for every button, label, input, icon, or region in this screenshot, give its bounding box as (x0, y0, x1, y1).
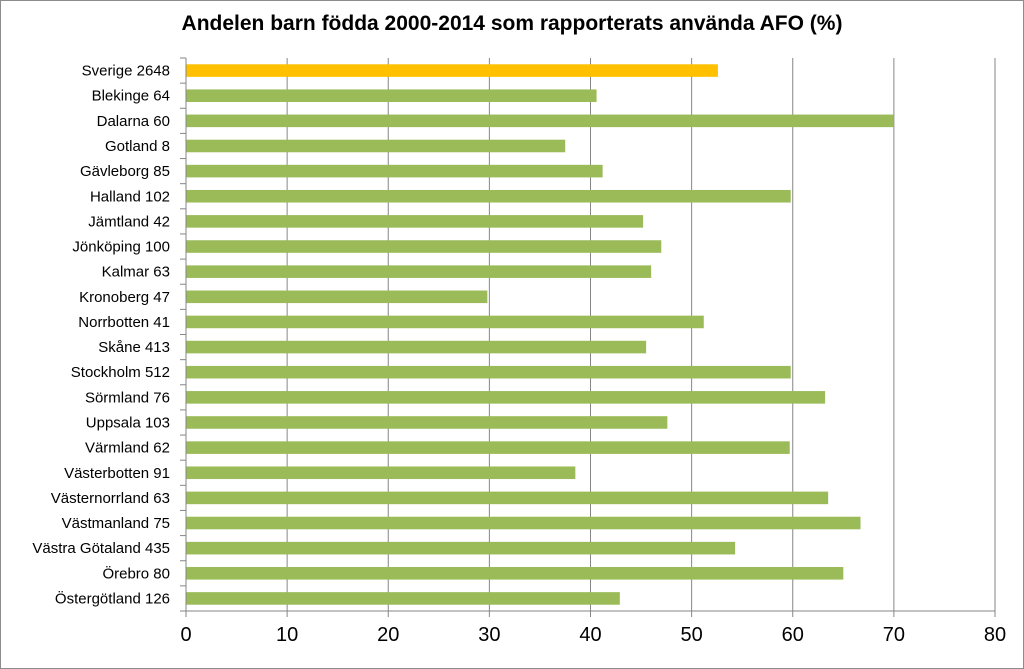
category-label: Kalmar 63 (102, 264, 170, 281)
category-label: Värmland 62 (85, 440, 170, 457)
category-label: Uppsala 103 (86, 414, 170, 431)
bar (186, 315, 704, 329)
bar (186, 516, 861, 530)
x-tick-labels: 0 10 20 30 40 50 60 70 80 (180, 624, 1006, 646)
bar (186, 416, 668, 429)
category-label: Sörmland 76 (85, 389, 170, 406)
bar (186, 340, 647, 354)
bar (186, 592, 620, 605)
bar (186, 567, 844, 580)
bar (186, 491, 829, 505)
x-tick-label: 70 (883, 624, 905, 646)
category-label: Norrbotten 41 (78, 314, 170, 331)
x-tick-label: 30 (478, 624, 500, 646)
category-label: Blekinge 64 (92, 88, 170, 105)
x-tick-label: 80 (984, 624, 1006, 646)
bar (186, 215, 644, 228)
category-label: Halland 102 (90, 188, 170, 205)
bar (186, 365, 791, 379)
bar (186, 441, 790, 454)
bar-series (186, 64, 894, 605)
category-label: Stockholm 512 (71, 364, 170, 381)
category-label: Örebro 80 (102, 564, 170, 582)
x-tick-label: 40 (579, 624, 601, 646)
category-label: Västra Götaland 435 (32, 540, 170, 557)
bar (186, 290, 488, 304)
bar (186, 139, 566, 153)
bar (186, 114, 894, 128)
category-label: Skåne 413 (98, 339, 170, 356)
axes (180, 57, 996, 617)
bar (186, 265, 652, 278)
category-label: Västernorrland 63 (51, 490, 170, 507)
category-label: Västerbotten 91 (64, 465, 170, 482)
category-label: Kronoberg 47 (79, 289, 170, 306)
bar (186, 189, 791, 203)
bar (186, 64, 718, 77)
bar (186, 541, 736, 555)
category-label: Gotland 8 (105, 138, 170, 155)
category-labels: Sverige 2648 Blekinge 64 Dalarna 60 Gotland… (32, 63, 170, 608)
bar (186, 466, 576, 480)
x-tick-label: 60 (782, 624, 804, 646)
bar (186, 89, 597, 102)
category-label: Jönköping 100 (72, 239, 170, 256)
category-label: Sverige 2648 (82, 63, 170, 80)
category-label: Dalarna 60 (97, 113, 170, 130)
bar (186, 240, 662, 253)
bar (186, 391, 826, 404)
category-label: Västmanland 75 (62, 515, 170, 532)
x-tick-label: 10 (276, 624, 298, 646)
bar (186, 164, 603, 178)
x-tick-label: 0 (180, 624, 191, 646)
category-label: Jämtland 42 (88, 213, 170, 230)
x-tick-label: 50 (681, 624, 703, 646)
chart-title: Andelen barn födda 2000-2014 som rapport… (181, 12, 843, 35)
category-label: Gävleborg 85 (80, 163, 170, 180)
category-label: Östergötland 126 (55, 589, 170, 607)
x-tick-label: 20 (377, 624, 399, 646)
